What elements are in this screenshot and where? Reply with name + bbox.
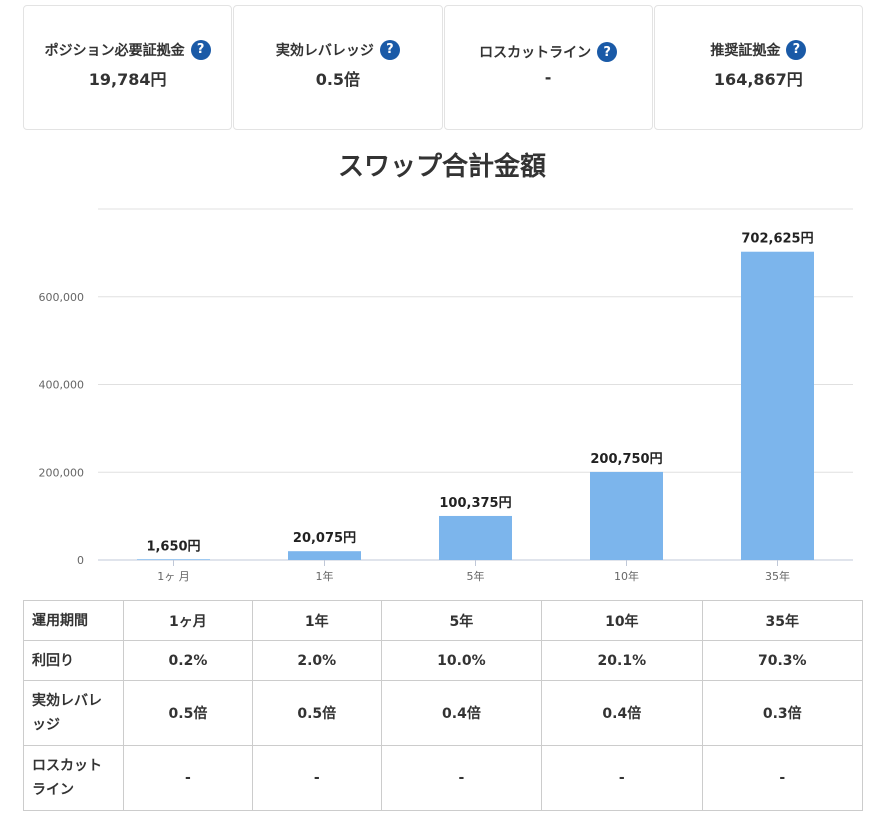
table-header-row: 運用期間 1ヶ月 1年 5年 10年 35年 bbox=[23, 600, 864, 641]
data-label: 1,650円 bbox=[146, 539, 200, 554]
table-row: 実効レバレッジ 0.5倍 0.5倍 0.4倍 0.4倍 0.3倍 bbox=[23, 680, 864, 746]
bar bbox=[439, 515, 512, 560]
bar bbox=[137, 559, 210, 560]
table-cell: - bbox=[380, 745, 543, 811]
swap-total-chart: 0 200,000 400,000 600,000 1,650円 1ヶ 月 20,075円 1… bbox=[39, 208, 853, 583]
summary-table: 運用期間 1ヶ月 1年 5年 10年 35年 利回り 0.2% 2.0% 10.… bbox=[23, 600, 864, 811]
card-label: 実効レバレッジ bbox=[275, 42, 374, 59]
y-tick-label: 600,000 bbox=[39, 291, 85, 304]
y-tick-label: 0 bbox=[77, 554, 84, 567]
y-tick-label: 200,000 bbox=[39, 466, 85, 479]
x-tick-label: 1年 bbox=[316, 569, 334, 583]
data-label: 200,750円 bbox=[590, 452, 662, 467]
table-row: 利回り 0.2% 2.0% 10.0% 20.1% 70.3% bbox=[23, 640, 864, 681]
table-cell: 運用期間 bbox=[23, 600, 124, 641]
help-icon[interactable]: ? bbox=[190, 39, 211, 60]
table-cell: 実効レバレッジ bbox=[23, 680, 124, 746]
table-cell: 0.5倍 bbox=[123, 680, 253, 746]
table-cell: 70.3% bbox=[701, 640, 864, 681]
table-cell: 1ヶ月 bbox=[123, 600, 253, 641]
table-cell: 1年 bbox=[251, 600, 382, 641]
bar bbox=[741, 251, 814, 561]
table-cell: 0.2% bbox=[123, 640, 253, 681]
table-cell: - bbox=[701, 745, 864, 811]
summary-cards: ポジション必要証拠金 ? 19,784円 実効レバレッジ ? 0.5倍 ロスカッ… bbox=[23, 5, 863, 130]
help-icon[interactable]: ? bbox=[597, 42, 618, 62]
card-value: 0.5倍 bbox=[315, 69, 361, 89]
table-cell: - bbox=[541, 745, 703, 811]
card-label: ロスカットライン bbox=[479, 45, 592, 61]
table-cell: 0.3倍 bbox=[701, 680, 864, 746]
data-label: 702,625円 bbox=[741, 232, 813, 247]
help-icon[interactable]: ? bbox=[379, 39, 400, 60]
card-position-margin: ポジション必要証拠金 ? 19,784円 bbox=[23, 5, 233, 130]
bar bbox=[288, 551, 361, 560]
table-cell: 2.0% bbox=[251, 640, 382, 681]
table-cell: - bbox=[251, 745, 382, 811]
table-cell: 10年 bbox=[541, 600, 703, 641]
table-row: ロスカットライン - - - - - bbox=[23, 745, 864, 811]
bar bbox=[590, 471, 663, 560]
card-recommended-margin: 推奨証拠金 ? 164,867円 bbox=[653, 5, 863, 130]
table-cell: 5年 bbox=[380, 600, 543, 641]
table-cell: ロスカットライン bbox=[23, 745, 124, 811]
x-tick-label: 1ヶ 月 bbox=[157, 570, 190, 583]
table-cell: 35年 bbox=[701, 600, 864, 641]
table-cell: 10.0% bbox=[380, 640, 543, 681]
y-tick-label: 400,000 bbox=[39, 379, 85, 392]
card-value: 19,784円 bbox=[88, 69, 167, 89]
table-cell: 20.1% bbox=[541, 640, 703, 681]
table-cell: 0.4倍 bbox=[541, 680, 703, 746]
table-cell: 0.4倍 bbox=[380, 680, 543, 746]
chart-title: スワップ合計金額 bbox=[337, 152, 546, 182]
card-label: 推奨証拠金 bbox=[710, 42, 781, 59]
x-tick-label: 10年 bbox=[614, 569, 639, 583]
x-tick-label: 35年 bbox=[765, 569, 790, 583]
card-value: 164,867円 bbox=[713, 69, 803, 89]
help-icon[interactable]: ? bbox=[786, 39, 807, 60]
table-cell: 0.5倍 bbox=[251, 680, 382, 746]
data-label: 20,075円 bbox=[293, 531, 356, 546]
table-cell: 利回り bbox=[23, 640, 124, 681]
card-losscut-line: ロスカットライン ? - bbox=[443, 5, 653, 130]
table-cell: - bbox=[123, 745, 253, 811]
card-value: - bbox=[544, 68, 552, 87]
card-label: ポジション必要証拠金 bbox=[44, 42, 185, 59]
card-effective-leverage: 実効レバレッジ ? 0.5倍 bbox=[233, 5, 443, 130]
data-label: 100,375円 bbox=[439, 496, 511, 511]
x-tick-label: 5年 bbox=[467, 569, 485, 583]
